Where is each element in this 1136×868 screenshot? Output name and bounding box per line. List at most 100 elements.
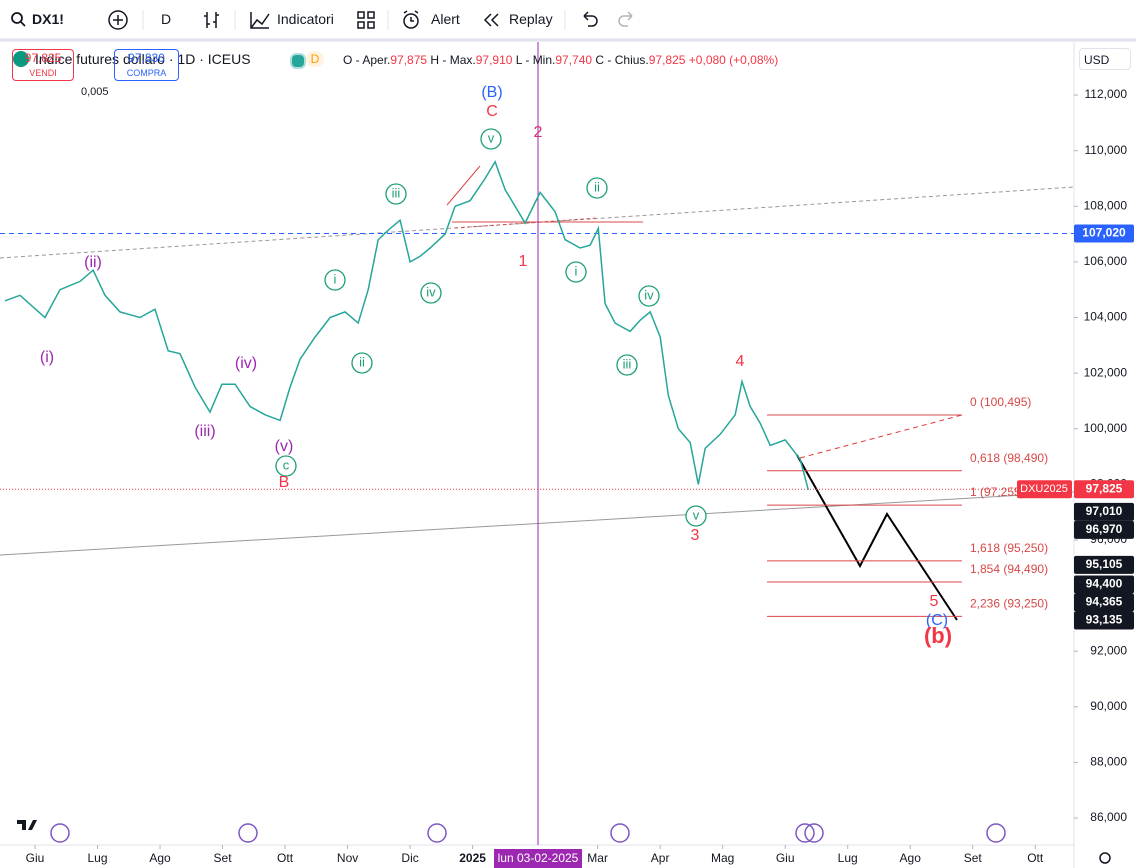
indicators-icon[interactable]: [250, 12, 270, 29]
fib-label: 0 (100,495): [970, 395, 1031, 409]
wave-label: (i): [40, 349, 54, 366]
interval[interactable]: D: [161, 11, 172, 27]
currency-button[interactable]: USD: [1079, 48, 1131, 70]
series-tag: [1017, 480, 1072, 499]
y-tick-label: 102,000: [1084, 365, 1128, 379]
templates-icon[interactable]: [357, 11, 375, 29]
x-tick-label: Mag: [711, 851, 734, 865]
y-tick-label: 92,000: [1090, 643, 1127, 657]
event-icon[interactable]: [50, 823, 70, 843]
wave-label: 2: [534, 124, 543, 141]
y-tick-label: 90,000: [1090, 699, 1127, 713]
y-tick-label: 100,000: [1084, 421, 1128, 435]
symbol[interactable]: DX1!: [32, 11, 64, 27]
buy-price: 97,830: [128, 51, 165, 65]
templates-icon[interactable]: [367, 21, 375, 29]
x-tick-label: Lug: [838, 851, 858, 865]
x-tick-label: Set: [214, 851, 233, 865]
wave-circle: [586, 177, 608, 199]
wave-circle: [616, 354, 638, 376]
undo-icon[interactable]: [583, 11, 598, 27]
spread: 0,005: [81, 86, 109, 98]
price-line-series: [4, 160, 810, 491]
templates-icon[interactable]: [367, 11, 375, 19]
wave-label: (iv): [235, 355, 257, 372]
fib-label: 1,618 (95,250): [970, 541, 1048, 555]
replay-icon[interactable]: [483, 13, 499, 27]
price-tag: [1074, 575, 1134, 594]
change: +0,080 (+0,08%): [688, 53, 779, 67]
status-dot: [290, 53, 306, 69]
fib-label: 2,236 (93,250): [970, 597, 1048, 611]
event-icon[interactable]: [795, 823, 815, 843]
x-tick-label: Set: [964, 851, 983, 865]
open: 97,875: [390, 53, 428, 67]
price-tag-label: 94,365: [1086, 595, 1123, 609]
wave-circle: [420, 282, 442, 304]
wave-label: ii: [359, 354, 365, 369]
x-tick-label: Giu: [776, 851, 795, 865]
price-tag-label: 93,135: [1086, 613, 1123, 627]
open-label: O - Aper.: [343, 53, 391, 67]
wave-label: iii: [392, 185, 401, 200]
add-symbol-icon[interactable]: [113, 15, 123, 25]
price-tag: [1074, 480, 1134, 499]
y-tick-label: 86,000: [1090, 810, 1127, 824]
close-label: C - Chius.: [595, 53, 649, 67]
buy-button[interactable]: 97,830 COMPRA: [114, 49, 179, 81]
templates-icon[interactable]: [357, 21, 365, 29]
templates-icon[interactable]: [357, 11, 365, 19]
add-symbol-icon[interactable]: [108, 10, 128, 30]
x-tick-label: Ago: [900, 851, 922, 865]
wave-circle: [685, 505, 707, 527]
fib-label: 1,854 (94,490): [970, 562, 1048, 576]
alert-icon[interactable]: [403, 10, 419, 22]
wave-circle: [324, 269, 346, 291]
series-tag-label: DXU2025: [1020, 483, 1068, 495]
wave-label: (iii): [194, 423, 215, 440]
chart-type-icon[interactable]: [204, 12, 219, 28]
y-tick-label: 112,000: [1085, 87, 1128, 101]
close: 97,825: [648, 53, 686, 67]
alert-icon[interactable]: [403, 13, 419, 29]
sell-button[interactable]: 97,825 VENDI: [12, 49, 74, 81]
replay-button[interactable]: Replay: [509, 11, 553, 27]
x-tick-label: Ott: [277, 851, 294, 865]
wave-circle: [638, 285, 660, 307]
wave-label: 1: [519, 253, 528, 270]
price-tag: [1074, 593, 1134, 612]
low-label: L - Min.: [515, 53, 556, 67]
event-icon[interactable]: [804, 823, 824, 843]
wave-label: B: [279, 474, 290, 491]
price-tag-label: 97,825: [1086, 481, 1123, 495]
sell-price: 97,825: [24, 51, 62, 65]
wave-label: c: [283, 457, 290, 472]
y-tick-label: 110,000: [1085, 143, 1128, 157]
drawing-line: [799, 414, 963, 459]
wave-circle: [480, 128, 502, 150]
settings-icon[interactable]: [1099, 852, 1111, 864]
wave-circle: [275, 455, 297, 477]
event-icon[interactable]: [427, 823, 447, 843]
price-tag-label: 94,400: [1086, 577, 1123, 591]
x-tick-label: Lug: [88, 851, 108, 865]
search-icon[interactable]: [11, 12, 23, 24]
x-tick-label: Giu: [26, 851, 45, 865]
low: 97,740: [555, 53, 593, 67]
high-label: H - Max.: [430, 53, 476, 67]
event-icon[interactable]: [986, 823, 1006, 843]
x-tick-label: Dic: [401, 851, 418, 865]
wave-label: 5: [930, 593, 939, 610]
price-tag: [1074, 502, 1134, 521]
search-icon[interactable]: [20, 21, 26, 27]
crosshair-date: lun 03-02-2025: [494, 849, 582, 868]
event-icon[interactable]: [610, 823, 630, 843]
wave-label: i: [334, 271, 337, 286]
indicators-button[interactable]: Indicatori: [277, 11, 334, 27]
event-icon[interactable]: [238, 823, 258, 843]
redo-icon[interactable]: [618, 11, 633, 27]
wave-label: C: [486, 103, 498, 120]
x-tick-label: Nov: [337, 851, 358, 865]
alert-button[interactable]: Alert: [431, 11, 460, 27]
buy-label: COMPRA: [126, 68, 167, 78]
